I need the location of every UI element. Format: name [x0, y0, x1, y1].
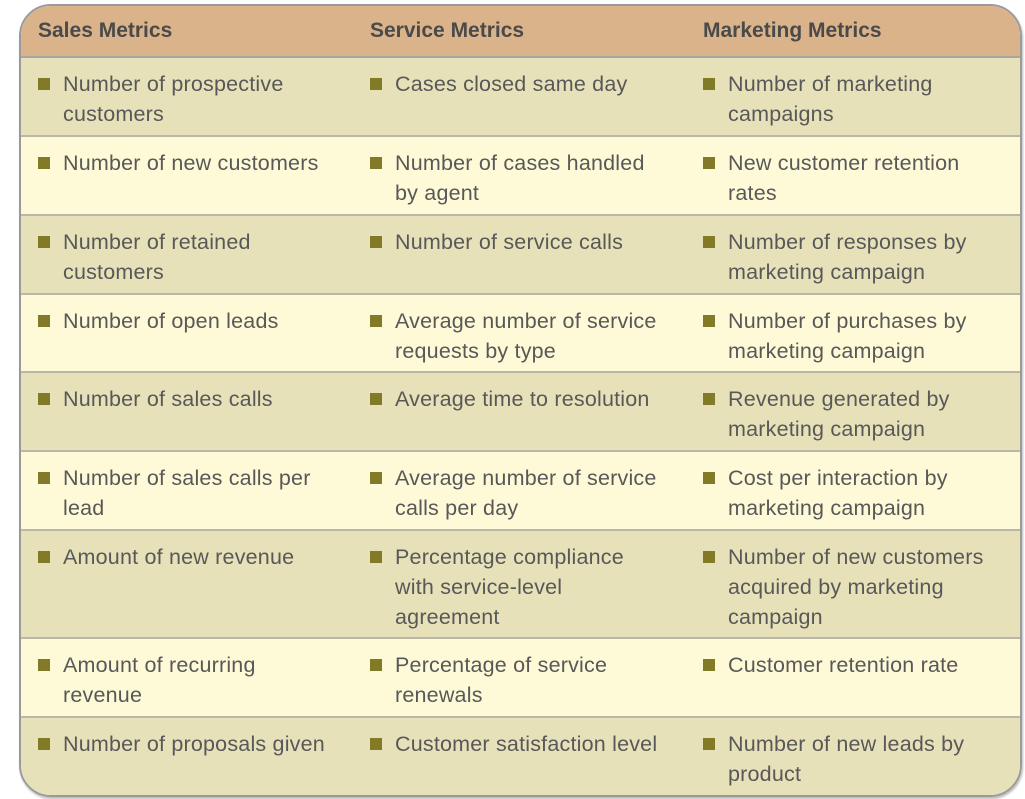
metric-text: Average number of service calls per day [395, 466, 657, 520]
metric-text: Revenue generated by marketing campaign [728, 387, 950, 441]
square-bullet-icon [38, 157, 50, 169]
metric-text: Number of proposals given [63, 732, 325, 756]
square-bullet-icon [38, 78, 50, 90]
metric-text: Amount of new revenue [63, 545, 295, 569]
header-marketing: Marketing Metrics [703, 19, 882, 42]
cell-service: Customer satisfaction level [353, 718, 686, 795]
metric-text: Customer satisfaction level [395, 732, 658, 756]
cell-sales: Number of sales calls [21, 373, 353, 450]
square-bullet-icon [703, 393, 715, 405]
table-row: Number of retained customers Number of se… [21, 216, 1020, 295]
cell-marketing: Number of new customers acquired by mark… [686, 531, 1020, 637]
cell-service: Average number of service calls per day [353, 452, 686, 529]
header-service: Service Metrics [370, 19, 525, 42]
cell-marketing: Number of marketing campaigns [686, 58, 1020, 135]
square-bullet-icon [370, 157, 382, 169]
metric-text: Customer retention rate [728, 653, 959, 677]
metric-text: Cases closed same day [395, 72, 628, 96]
square-bullet-icon [703, 236, 715, 248]
square-bullet-icon [703, 659, 715, 671]
table-row: Number of proposals given Customer satisf… [21, 718, 1020, 795]
cell-marketing: Number of responses by marketing campaig… [686, 216, 1020, 293]
square-bullet-icon [370, 315, 382, 327]
square-bullet-icon [38, 393, 50, 405]
cell-marketing: Number of purchases by marketing campaig… [686, 295, 1020, 371]
metric-text: Amount of recurring revenue [63, 653, 256, 707]
cell-sales: Amount of new revenue [21, 531, 353, 637]
square-bullet-icon [370, 78, 382, 90]
metric-text: Number of purchases by marketing campaig… [728, 309, 967, 363]
table-header: Sales Metrics Service Metrics Marketing … [21, 6, 1020, 58]
metric-text: Average time to resolution [395, 387, 650, 411]
cell-service: Cases closed same day [353, 58, 686, 135]
metric-text: Number of new customers acquired by mark… [728, 545, 984, 629]
cell-service: Average time to resolution [353, 373, 686, 450]
cell-marketing: New customer retention rates [686, 137, 1020, 214]
metric-text: Number of service calls [395, 230, 624, 254]
metric-text: Number of open leads [63, 309, 279, 333]
metric-text: Number of prospective customers [63, 72, 284, 126]
metric-text: New customer retention rates [728, 151, 960, 205]
square-bullet-icon [703, 78, 715, 90]
square-bullet-icon [370, 551, 382, 563]
metric-text: Percentage compliance with service-level… [395, 545, 624, 629]
square-bullet-icon [703, 157, 715, 169]
square-bullet-icon [370, 472, 382, 484]
cell-sales: Number of retained customers [21, 216, 353, 293]
metric-text: Number of retained customers [63, 230, 251, 284]
table-row: Number of sales calls per lead Average nu… [21, 452, 1020, 531]
square-bullet-icon [38, 236, 50, 248]
cell-marketing: Revenue generated by marketing campaign [686, 373, 1020, 450]
metric-text: Number of sales calls [63, 387, 273, 411]
table-row: Number of new customers Number of cases h… [21, 137, 1020, 216]
cell-service: Percentage compliance with service-level… [353, 531, 686, 637]
cell-sales: Amount of recurring revenue [21, 639, 353, 716]
square-bullet-icon [703, 738, 715, 750]
header-sales: Sales Metrics [38, 19, 173, 42]
square-bullet-icon [38, 472, 50, 484]
cell-sales: Number of sales calls per lead [21, 452, 353, 529]
cell-service: Percentage of service renewals [353, 639, 686, 716]
metric-text: Cost per interaction by marketing campai… [728, 466, 948, 520]
metric-text: Number of sales calls per lead [63, 466, 311, 520]
metric-text: Number of marketing campaigns [728, 72, 933, 126]
square-bullet-icon [38, 659, 50, 671]
square-bullet-icon [38, 738, 50, 750]
metric-text: Percentage of service renewals [395, 653, 608, 707]
table-body: Number of prospective customers Cases clo… [21, 58, 1020, 795]
table-row: Number of prospective customers Cases clo… [21, 58, 1020, 137]
cell-service: Average number of service requests by ty… [353, 295, 686, 371]
cell-marketing: Number of new leads by product [686, 718, 1020, 795]
square-bullet-icon [370, 236, 382, 248]
metrics-table: Sales Metrics Service Metrics Marketing … [19, 4, 1022, 797]
cell-sales: Number of proposals given [21, 718, 353, 795]
square-bullet-icon [370, 393, 382, 405]
metric-text: Number of responses by marketing campaig… [728, 230, 967, 284]
metric-text: Number of new leads by product [728, 732, 965, 786]
cell-service: Number of service calls [353, 216, 686, 293]
square-bullet-icon [38, 551, 50, 563]
table-row: Number of sales calls Average time to res… [21, 373, 1020, 452]
cell-marketing: Customer retention rate [686, 639, 1020, 716]
cell-service: Number of cases handled by agent [353, 137, 686, 214]
cell-marketing: Cost per interaction by marketing campai… [686, 452, 1020, 529]
metric-text: Average number of service requests by ty… [395, 309, 657, 363]
square-bullet-icon [703, 551, 715, 563]
square-bullet-icon [703, 472, 715, 484]
metric-text: Number of new customers [63, 151, 319, 175]
square-bullet-icon [370, 738, 382, 750]
table-row: Amount of new revenue Percentage complian… [21, 531, 1020, 639]
cell-sales: Number of open leads [21, 295, 353, 371]
square-bullet-icon [38, 315, 50, 327]
cell-sales: Number of new customers [21, 137, 353, 214]
table-row: Number of open leads Average number of se… [21, 295, 1020, 373]
table-row: Amount of recurring revenue Percentage of… [21, 639, 1020, 718]
metric-text: Number of cases handled by agent [395, 151, 645, 205]
cell-sales: Number of prospective customers [21, 58, 353, 135]
square-bullet-icon [370, 659, 382, 671]
square-bullet-icon [703, 315, 715, 327]
